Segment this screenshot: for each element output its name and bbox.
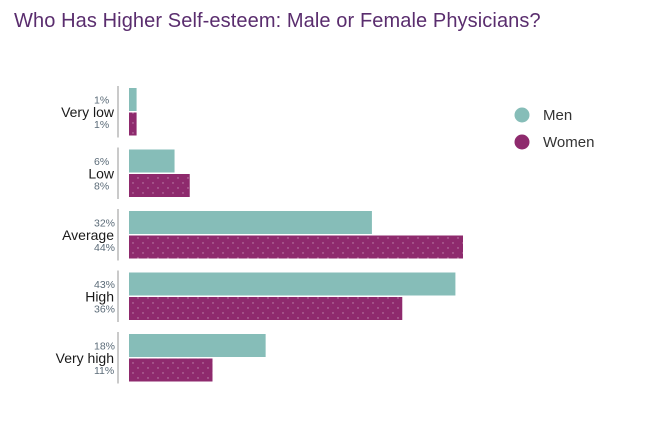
bar-texture-women-high [129,297,403,320]
bar-men-high [129,272,456,296]
category-label-low: Low [88,165,115,181]
data-label-men-low: 6% [94,156,109,168]
bar-men-very-low [129,88,137,111]
legend-label-men: Men [543,107,572,124]
data-label-women-average: 44% [94,242,115,254]
bar-texture-women-very-low [129,112,137,136]
legend-marker-men [514,107,530,123]
category-label-average: Average [62,227,114,243]
data-label-women-very-high: 11% [94,365,114,377]
legend-marker-women [514,134,530,150]
bar-texture-women-average [129,235,463,259]
data-label-women-very-low: 1% [94,119,109,131]
bar-men-very-high [129,334,266,357]
data-label-men-very-low: 1% [94,95,109,107]
bar-texture-women-low [129,174,190,197]
data-label-men-high: 43% [94,279,115,291]
bar-men-average [129,211,372,234]
chart-title: Who Has Higher Self-esteem: Male or Fema… [14,10,541,32]
data-label-men-average: 32% [94,218,115,230]
data-label-women-high: 36% [94,304,115,316]
data-label-women-low: 8% [94,181,109,193]
data-label-men-very-high: 18% [94,341,115,353]
category-label-very-low: Very low [61,104,115,120]
bar-men-low [129,149,175,173]
bar-texture-women-very-high [129,358,213,382]
category-label-high: High [85,288,114,304]
legend-label-women: Women [543,134,594,151]
category-label-very-high: Very high [56,350,114,366]
